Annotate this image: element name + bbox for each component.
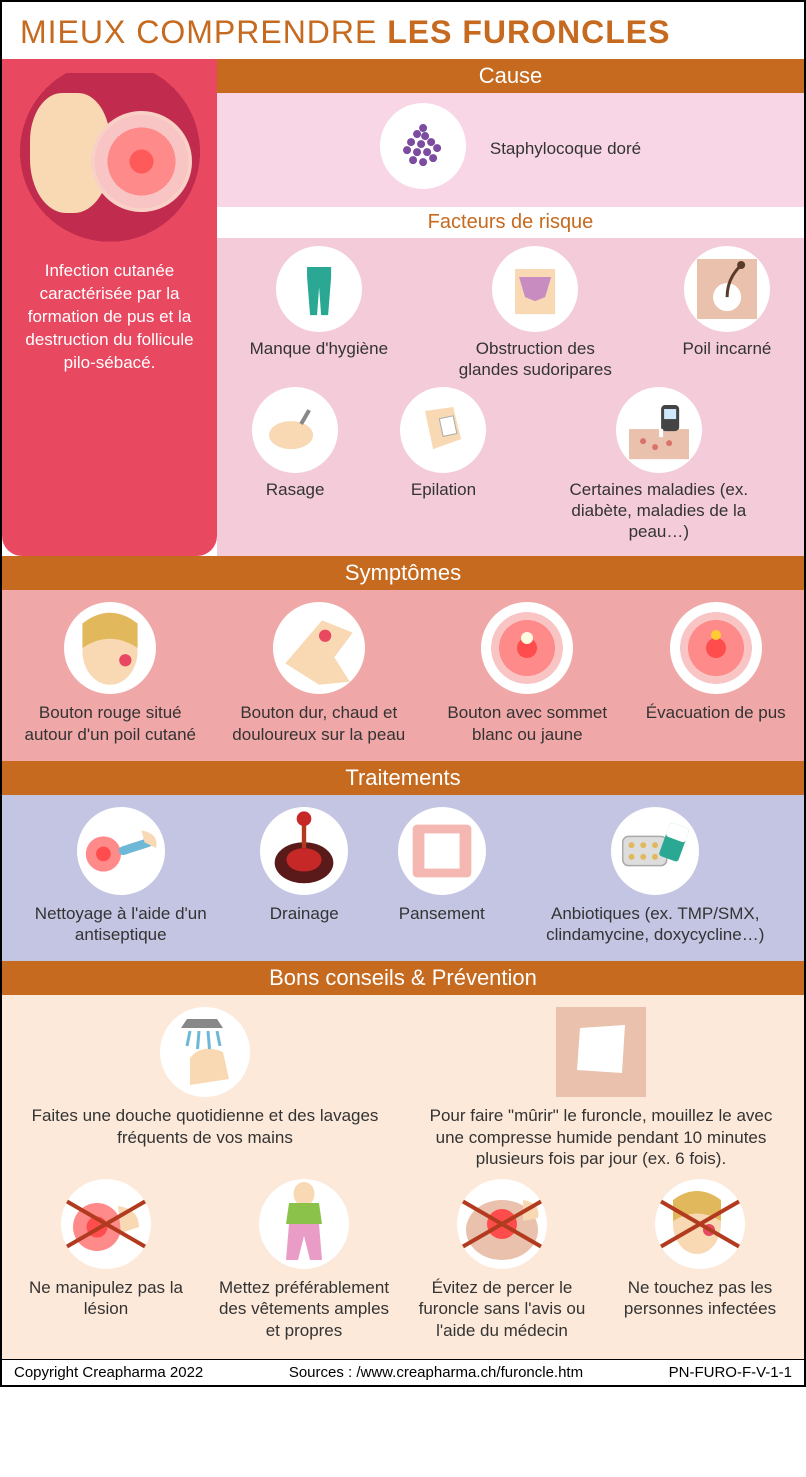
pills-icon xyxy=(611,807,699,895)
treatment-item-1: Drainage xyxy=(260,807,348,946)
bacteria-icon xyxy=(380,103,466,189)
prevention-label: Évitez de percer le furoncle sans l'avis… xyxy=(412,1277,592,1341)
pants-icon xyxy=(276,246,362,332)
cause-header: Cause xyxy=(217,59,804,93)
footer: Copyright Creapharma 2022 Sources : /www… xyxy=(2,1359,804,1385)
cause-item xyxy=(380,103,466,195)
page-title: MIEUX COMPRENDRE LES FURONCLES xyxy=(2,2,804,59)
risk-item-glands: Obstruction des glandes sudoripares xyxy=(445,246,625,381)
risk-item-diseases: Certaines maladies (ex. diabète, maladie… xyxy=(549,387,769,543)
treatment-item-2: Pansement xyxy=(398,807,486,946)
symptom-label: Évacuation de pus xyxy=(646,702,786,723)
risk-header: Facteurs de risque xyxy=(217,207,804,238)
waxing-icon xyxy=(400,387,486,473)
risk-block: Manque d'hygiène Obstruction des glandes… xyxy=(217,238,804,556)
glucometer-icon xyxy=(616,387,702,473)
treatment-item-3: Anbiotiques (ex. TMP/SMX, clindamycine, … xyxy=(535,807,775,946)
risk-label: Poil incarné xyxy=(683,338,772,359)
treatment-label: Nettoyage à l'aide d'un antiseptique xyxy=(31,903,211,946)
prevention-label: Pour faire "mûrir" le furoncle, mouillez… xyxy=(421,1105,781,1169)
treatment-label: Anbiotiques (ex. TMP/SMX, clindamycine, … xyxy=(535,903,775,946)
treatments-block: Nettoyage à l'aide d'un antiseptique Dra… xyxy=(2,795,804,962)
prevention-item-clothes: Mettez préférablement des vêtements ampl… xyxy=(214,1179,394,1341)
footer-code: PN-FURO-F-V-1-1 xyxy=(669,1364,792,1381)
no-pierce-icon xyxy=(457,1179,547,1269)
no-touch-lesion-icon xyxy=(61,1179,151,1269)
prevention-item-shower: Faites une douche quotidienne et des lav… xyxy=(25,1007,385,1169)
prevention-item-no-touch: Ne manipulez pas la lésion xyxy=(16,1179,196,1341)
prevention-label: Mettez préférablement des vêtements ampl… xyxy=(214,1277,394,1341)
title-light: MIEUX COMPRENDRE xyxy=(20,14,387,50)
top-panel: Infection cutanée caractérisée par la fo… xyxy=(2,59,804,556)
bandage-icon xyxy=(398,807,486,895)
compress-icon xyxy=(556,1007,646,1097)
treatment-label: Drainage xyxy=(260,903,348,924)
drainage-icon xyxy=(260,807,348,895)
risk-item-hygiene: Manque d'hygiène xyxy=(250,246,388,381)
definition-card: Infection cutanée caractérisée par la fo… xyxy=(2,59,217,556)
footer-source: Sources : /www.creapharma.ch/furoncle.ht… xyxy=(289,1364,583,1381)
handwash-icon xyxy=(160,1007,250,1097)
prevention-label: Ne manipulez pas la lésion xyxy=(16,1277,196,1320)
symptom-label: Bouton rouge situé autour d'un poil cuta… xyxy=(20,702,200,745)
no-touch-person-icon xyxy=(655,1179,745,1269)
symptom-item-2: Bouton avec sommet blanc ou jaune xyxy=(437,602,617,745)
symptom-item-3: Évacuation de pus xyxy=(646,602,786,745)
boil-illustration-icon xyxy=(20,73,200,248)
symptoms-block: Bouton rouge situé autour d'un poil cuta… xyxy=(2,590,804,761)
treatment-item-0: Nettoyage à l'aide d'un antiseptique xyxy=(31,807,211,946)
title-bold: LES FURONCLES xyxy=(387,14,670,50)
boil-pus-icon xyxy=(670,602,762,694)
risk-item-shaving: Rasage xyxy=(252,387,338,543)
loose-clothes-icon xyxy=(259,1179,349,1269)
shaving-icon xyxy=(252,387,338,473)
risk-label: Obstruction des glandes sudoripares xyxy=(445,338,625,381)
treatments-header: Traitements xyxy=(2,761,804,795)
prevention-label: Faites une douche quotidienne et des lav… xyxy=(25,1105,385,1148)
treatment-label: Pansement xyxy=(398,903,486,924)
symptom-label: Bouton dur, chaud et douloureux sur la p… xyxy=(229,702,409,745)
risk-label: Manque d'hygiène xyxy=(250,338,388,359)
symptom-item-0: Bouton rouge situé autour d'un poil cuta… xyxy=(20,602,200,745)
prevention-item-no-pierce: Évitez de percer le furoncle sans l'avis… xyxy=(412,1179,592,1341)
risk-label: Certaines maladies (ex. diabète, maladie… xyxy=(549,479,769,543)
prevention-label: Ne touchez pas les personnes infectées xyxy=(610,1277,790,1320)
cause-risk-column: Cause Staphylocoque doré Facteurs de ris… xyxy=(217,59,804,556)
ingrown-hair-icon xyxy=(684,246,770,332)
prevention-item-no-contact: Ne touchez pas les personnes infectées xyxy=(610,1179,790,1341)
risk-label: Epilation xyxy=(400,479,486,500)
risk-item-waxing: Epilation xyxy=(400,387,486,543)
boil-white-icon xyxy=(481,602,573,694)
cause-label: Staphylocoque doré xyxy=(490,138,641,159)
risk-item-ingrown: Poil incarné xyxy=(683,246,772,381)
elbow-pimple-icon xyxy=(273,602,365,694)
symptom-item-1: Bouton dur, chaud et douloureux sur la p… xyxy=(229,602,409,745)
underwear-icon xyxy=(492,246,578,332)
prevention-block: Faites une douche quotidienne et des lav… xyxy=(2,995,804,1359)
footer-copyright: Copyright Creapharma 2022 xyxy=(14,1364,203,1381)
prevention-item-compress: Pour faire "mûrir" le furoncle, mouillez… xyxy=(421,1007,781,1169)
symptom-label: Bouton avec sommet blanc ou jaune xyxy=(437,702,617,745)
antiseptic-swab-icon xyxy=(77,807,165,895)
face-pimple-icon xyxy=(64,602,156,694)
symptoms-header: Symptômes xyxy=(2,556,804,590)
definition-text: Infection cutanée caractérisée par la fo… xyxy=(14,260,205,375)
risk-label: Rasage xyxy=(252,479,338,500)
cause-row: Staphylocoque doré xyxy=(217,93,804,207)
prevention-header: Bons conseils & Prévention xyxy=(2,961,804,995)
